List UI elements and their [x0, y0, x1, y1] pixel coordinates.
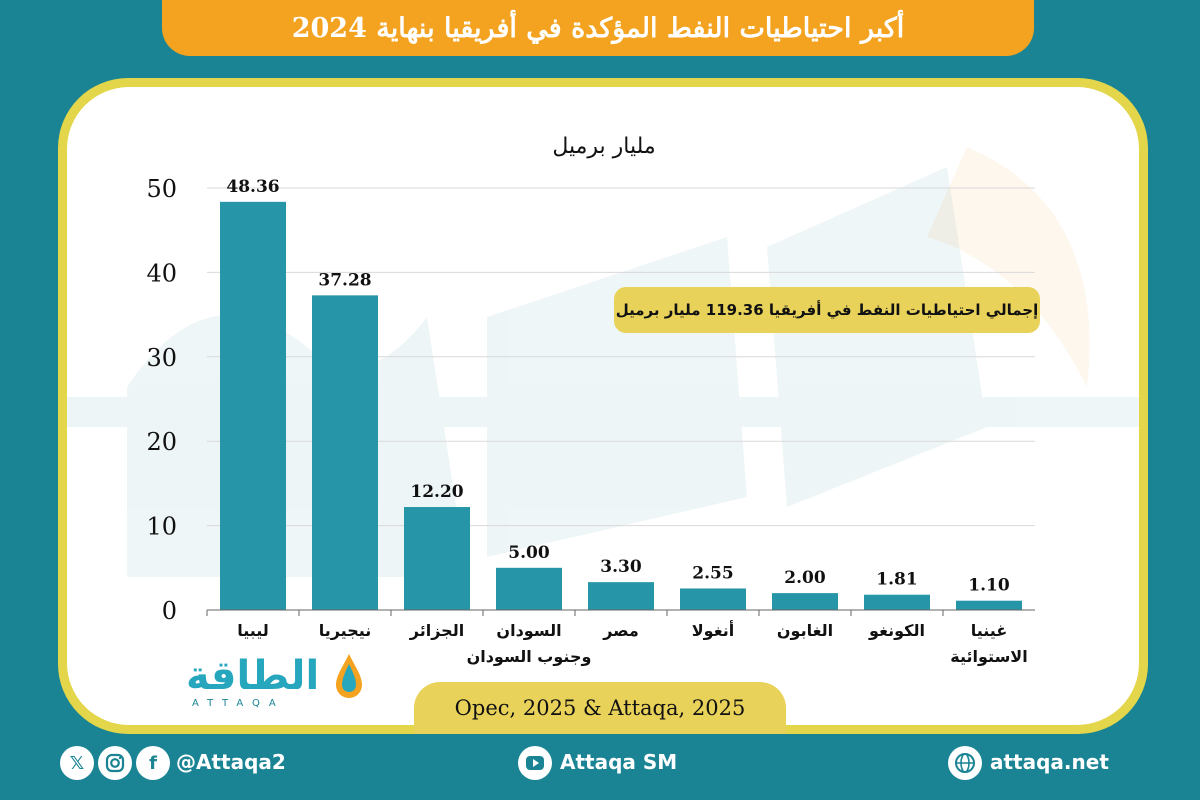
- title-banner: أكبر احتياطيات النفط المؤكدة في أفريقيا …: [162, 0, 1034, 56]
- category-label: الاستوائية: [950, 647, 1027, 666]
- y-tick-label: 0: [162, 597, 177, 625]
- category-label: الغابون: [777, 621, 833, 640]
- y-axis-label: مليار برميل: [552, 134, 655, 159]
- y-tick-label: 30: [146, 344, 177, 372]
- social-handle[interactable]: @Attaqa2: [176, 750, 286, 774]
- bar: [588, 582, 654, 610]
- bar: [956, 600, 1022, 610]
- bar: [220, 201, 286, 610]
- chart-title: أكبر احتياطيات النفط المؤكدة في أفريقيا …: [291, 12, 905, 44]
- instagram-icon[interactable]: [98, 746, 132, 780]
- value-label: 3.30: [600, 557, 642, 577]
- value-labels: 48.36 37.28 12.20 5.00 3.30 2.55 2.00 1.81 1.10: [206, 177, 1010, 616]
- category-label: الجزائر: [409, 621, 464, 640]
- category-label: الكونغو: [868, 621, 925, 640]
- category-label: مصر: [602, 621, 639, 640]
- category-labels: ليبيا نيجيريا الجزائر السودان وجنوب السودان م…: [237, 620, 1028, 666]
- bar: [312, 295, 378, 610]
- bar: [864, 594, 930, 610]
- source-badge: Opec, 2025 & Attaqa, 2025: [414, 682, 786, 734]
- category-label: غينيا: [971, 621, 1008, 640]
- bars: [220, 201, 1022, 610]
- value-label: 5.00: [508, 543, 550, 563]
- y-tick-label: 10: [146, 513, 177, 541]
- value-label: 2.55: [692, 563, 733, 583]
- category-label: أنغولا: [692, 620, 734, 640]
- youtube-icon[interactable]: [518, 746, 552, 780]
- oil-drop-icon: [336, 654, 362, 698]
- facebook-icon[interactable]: f: [136, 746, 170, 780]
- y-axis-ticks: 0 10 20 30 40 50: [146, 175, 177, 625]
- bar: [496, 567, 562, 610]
- globe-icon[interactable]: [948, 746, 982, 780]
- website-link[interactable]: attaqa.net: [990, 750, 1109, 774]
- logo-subtext: ATTAQA: [192, 698, 285, 709]
- x-twitter-icon[interactable]: 𝕏: [60, 746, 94, 780]
- bar: [680, 588, 746, 610]
- youtube-channel[interactable]: Attaqa SM: [560, 750, 678, 774]
- attaqa-logo: الطاقة ATTAQA: [186, 652, 366, 716]
- chart-card: 0 10 20 30 40 50 48.36 37.28 12.20 5.00 3.30 2.55 2…: [67, 87, 1139, 725]
- footer-bar: 𝕏 f @Attaqa2 Attaqa SM attaqa.net: [0, 740, 1200, 800]
- value-label: 1.81: [876, 570, 917, 590]
- total-note-text: إجمالي احتياطيات النفط في أفريقيا 119.36…: [615, 301, 1039, 319]
- bar-chart: 0 10 20 30 40 50 48.36 37.28 12.20 5.00 3.30 2.55 2…: [146, 134, 1035, 666]
- category-label: نيجيريا: [319, 621, 372, 640]
- bar: [404, 507, 470, 610]
- value-label: 37.28: [318, 270, 371, 290]
- value-label: 12.20: [410, 482, 463, 502]
- value-label: 2.00: [784, 568, 826, 588]
- source-text: Opec, 2025 & Attaqa, 2025: [454, 696, 746, 720]
- bar: [772, 593, 838, 610]
- value-label: 1.10: [968, 576, 1010, 596]
- y-tick-label: 40: [146, 259, 177, 287]
- category-label: وجنوب السودان: [467, 647, 592, 666]
- category-label: السودان: [496, 621, 561, 640]
- value-label: 48.36: [226, 177, 279, 197]
- logo-text: الطاقة: [186, 653, 320, 699]
- y-tick-label: 50: [146, 175, 177, 203]
- category-label: ليبيا: [237, 621, 269, 640]
- y-tick-label: 20: [146, 428, 177, 456]
- total-note-badge: إجمالي احتياطيات النفط في أفريقيا 119.36…: [614, 287, 1040, 333]
